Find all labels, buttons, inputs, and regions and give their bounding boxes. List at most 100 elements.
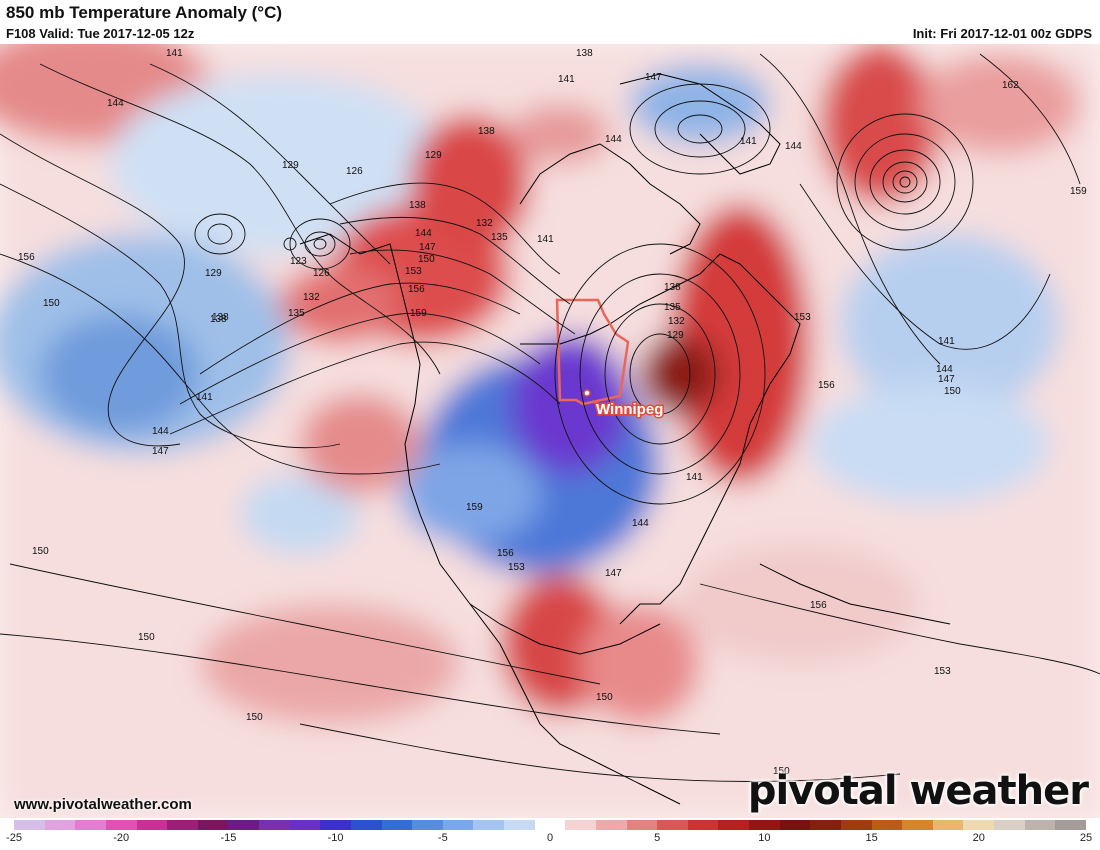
contour-label: 150: [944, 386, 961, 397]
contour-label: 126: [346, 166, 363, 177]
color-scale-swatch: [44, 820, 76, 830]
contour-label: 129: [205, 268, 222, 279]
contour-label: 123: [290, 256, 307, 267]
contour-label: 147: [152, 446, 169, 457]
contour-label: 138: [409, 200, 426, 211]
contour-label: 144: [107, 98, 124, 109]
color-scale-tick: 25: [1079, 832, 1093, 844]
color-scale-tick: -10: [327, 832, 344, 844]
color-scale: [14, 820, 1086, 830]
color-scale-swatch: [657, 820, 688, 830]
contour-label: 144: [936, 364, 953, 375]
contour-label: 138: [478, 126, 495, 137]
contour-label: 144: [632, 518, 649, 529]
color-scale-swatch: [259, 820, 290, 830]
color-scale-swatch: [932, 820, 964, 830]
contour-label: 138: [210, 314, 227, 325]
color-scale-swatch: [75, 820, 106, 830]
contour-label: 153: [794, 312, 811, 323]
contour-label: 150: [773, 766, 790, 777]
map-title: 850 mb Temperature Anomaly (°C): [6, 3, 283, 22]
color-scale-swatch: [810, 820, 841, 830]
color-scale-swatch: [136, 820, 168, 830]
color-scale-swatch: [749, 820, 780, 830]
contour-label: 147: [938, 374, 955, 385]
city-dot: [583, 389, 591, 397]
color-scale-tick: 5: [654, 832, 661, 844]
contour-label: 141: [740, 136, 757, 147]
color-scale-swatch: [963, 820, 994, 830]
color-scale-tick: 10: [758, 832, 771, 844]
init-time: Init: Fri 2017-12-01 00z GDPS: [912, 26, 1092, 41]
city-label: Winnipeg: [596, 401, 663, 418]
color-scale-tick: -5: [437, 832, 448, 844]
contour-label: 147: [605, 568, 622, 579]
contour-label: 150: [596, 692, 613, 703]
color-scale-swatch: [289, 820, 321, 830]
header: 850 mb Temperature Anomaly (°C) F108 Val…: [0, 0, 1100, 44]
contour-label: 156: [408, 284, 425, 295]
contour-label: 147: [645, 72, 662, 83]
contour-label: 159: [1070, 186, 1087, 197]
contour-label: 141: [686, 472, 703, 483]
color-scale-swatch: [595, 820, 627, 830]
color-scale-swatch: [14, 820, 45, 830]
color-scale-swatch: [504, 820, 535, 830]
contour-label: 141: [558, 74, 575, 85]
contour-label: 144: [785, 141, 802, 152]
contour-label: 147: [419, 242, 436, 253]
color-scale-swatch: [412, 820, 443, 830]
contour-label: 150: [138, 632, 155, 643]
contour-label: 132: [303, 292, 320, 303]
contour-label: 141: [938, 336, 955, 347]
color-scale-swatch: [350, 820, 382, 830]
coastlines: [299, 73, 951, 805]
color-scale-swatch: [871, 820, 903, 830]
contour-label: 153: [405, 266, 422, 277]
weather-map-svg: 141 144 138 141 147 144 141 144 162 129 …: [0, 44, 1100, 818]
website-url: www.pivotalweather.com: [14, 796, 192, 813]
valid-time: F108 Valid: Tue 2017-12-05 12z: [6, 26, 195, 41]
contour-label: 132: [668, 316, 685, 327]
color-scale-tick: -25: [6, 832, 22, 844]
color-scale-swatch: [534, 820, 566, 830]
contour-label: 150: [43, 298, 60, 309]
contour-label: 129: [425, 150, 442, 161]
contour-label: 138: [664, 282, 681, 293]
height-contours: [0, 53, 1100, 782]
color-scale-swatch: [1024, 820, 1056, 830]
contour-label: 153: [508, 562, 525, 573]
color-scale-swatch: [840, 820, 872, 830]
contour-label: 156: [818, 380, 835, 391]
contour-label: 153: [934, 666, 951, 677]
color-scale-swatch: [320, 820, 351, 830]
color-scale-swatch: [442, 820, 474, 830]
brand-logo: pivotal weather: [747, 768, 1089, 814]
color-scale-swatch: [626, 820, 658, 830]
weather-map: 141 144 138 141 147 144 141 144 162 129 …: [0, 44, 1100, 818]
contour-label: 159: [466, 502, 483, 513]
color-scale-tick: 20: [972, 832, 985, 844]
contour-label: 135: [664, 302, 681, 313]
color-scale-swatch: [1055, 820, 1086, 830]
contour-labels: 141 144 138 141 147 144 141 144 162 129 …: [18, 48, 1087, 777]
color-scale-tick: -15: [220, 832, 237, 844]
winnipeg-marker: Winnipeg: [583, 389, 665, 420]
contour-label: 129: [667, 330, 684, 341]
contour-label: 135: [491, 232, 508, 243]
color-scale-swatch: [197, 820, 229, 830]
contour-label: 150: [246, 712, 263, 723]
contour-label: 150: [32, 546, 49, 557]
contour-label: 144: [605, 134, 622, 145]
contour-label: 141: [166, 48, 183, 59]
contour-label: 162: [1002, 80, 1019, 91]
color-scale-tick: 0: [546, 832, 554, 844]
color-scale-tick: -20: [113, 832, 130, 844]
contour-label: 141: [537, 234, 554, 245]
color-scale-tick: 15: [865, 832, 878, 844]
color-scale-swatch: [779, 820, 811, 830]
contour-label: 129: [282, 160, 299, 171]
contour-label: 132: [476, 218, 493, 229]
color-scale-swatch: [994, 820, 1025, 830]
color-scale-swatch: [902, 820, 933, 830]
